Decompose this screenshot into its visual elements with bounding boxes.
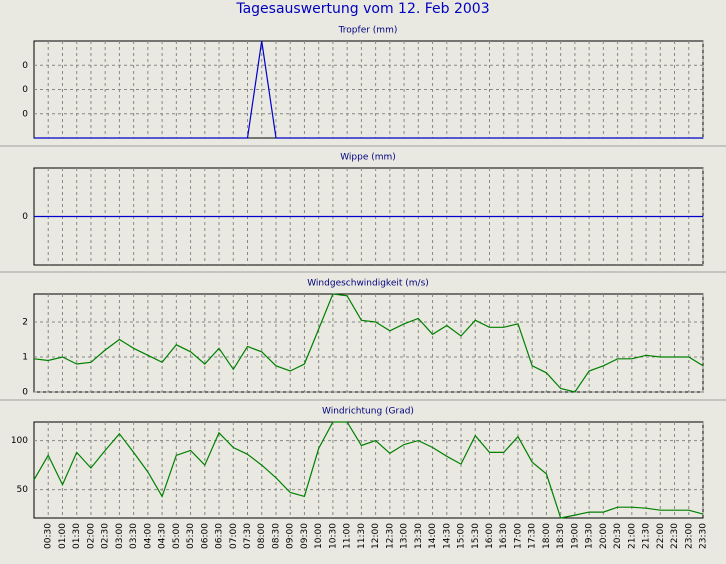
x-tick-label: 18:30 [556,523,566,549]
x-tick-label: 06:30 [215,523,225,549]
x-tick-label: 07:00 [229,523,239,549]
x-tick-label: 19:30 [585,523,595,549]
x-tick-label: 13:30 [414,523,424,549]
page-title: Tagesauswertung vom 12. Feb 2003 [235,1,489,17]
x-tick-label: 04:30 [158,523,168,549]
x-tick-label: 13:00 [400,523,410,549]
data-line [34,40,703,139]
x-tick-label: 14:30 [442,523,452,549]
x-tick-label: 09:30 [300,523,310,549]
panel-title: Windrichtung (Grad) [322,407,414,417]
x-tick-label: 15:30 [471,523,481,549]
x-tick-label: 01:30 [72,523,82,549]
x-tick-label: 03:00 [115,523,125,549]
x-tick-label: 17:30 [528,523,538,549]
y-tick-label: 0 [22,109,28,119]
x-tick-label: 02:30 [101,523,111,549]
panel-title: Windgeschwindigkeit (m/s) [307,279,429,289]
x-tick-label: 08:00 [257,523,267,549]
x-tick-label: 02:00 [86,523,96,549]
y-tick-label: 0 [22,85,28,95]
x-tick-label: 01:00 [58,523,68,549]
x-tick-label: 10:30 [328,523,338,549]
y-tick-label: 2 [22,318,28,328]
y-tick-label: 0 [22,388,28,398]
y-tick-label: 100 [11,436,28,446]
x-tick-label: 14:00 [428,523,438,549]
x-tick-label: 11:00 [343,523,353,549]
data-line [33,293,704,393]
data-line [33,421,704,519]
y-tick-label: 0 [22,61,28,71]
x-tick-label: 19:00 [570,523,580,549]
x-tick-label: 22:00 [656,523,666,549]
x-tick-label: 11:30 [357,523,367,549]
x-tick-label: 20:00 [599,523,609,549]
x-tick-label: 17:00 [513,523,523,549]
x-tick-label: 21:00 [627,523,637,549]
x-tick-label: 22:30 [670,523,680,549]
x-tick-label: 05:00 [172,523,182,549]
x-tick-label: 03:30 [129,523,139,549]
x-tick-label: 16:30 [499,523,509,549]
x-tick-label: 16:00 [485,523,495,549]
y-tick-label: 0 [22,212,28,222]
x-tick-label: 06:00 [200,523,210,549]
x-tick-label: 05:30 [186,523,196,549]
x-tick-label: 00:30 [44,523,54,549]
x-tick-label: 09:00 [286,523,296,549]
y-tick-label: 50 [17,485,29,495]
x-tick-label: 07:30 [243,523,253,549]
x-tick-label: 21:30 [642,523,652,549]
x-tick-label: 20:30 [613,523,623,549]
plot-area [33,40,704,139]
plot-area [33,421,704,519]
panel-title: Wippe (mm) [340,153,396,163]
x-tick-label: 12:00 [371,523,381,549]
plot-area [33,293,704,393]
x-tick-label: 15:00 [457,523,467,549]
x-tick-label: 08:30 [271,523,281,549]
x-tick-label: 12:30 [385,523,395,549]
panel-title: Tropfer (mm) [338,26,398,36]
y-tick-label: 1 [22,353,28,363]
x-tick-label: 23:00 [684,523,694,549]
x-tick-label: 18:00 [542,523,552,549]
x-tick-label: 23:30 [699,523,709,549]
x-tick-label: 10:00 [314,523,324,549]
x-tick-label: 04:00 [143,523,153,549]
